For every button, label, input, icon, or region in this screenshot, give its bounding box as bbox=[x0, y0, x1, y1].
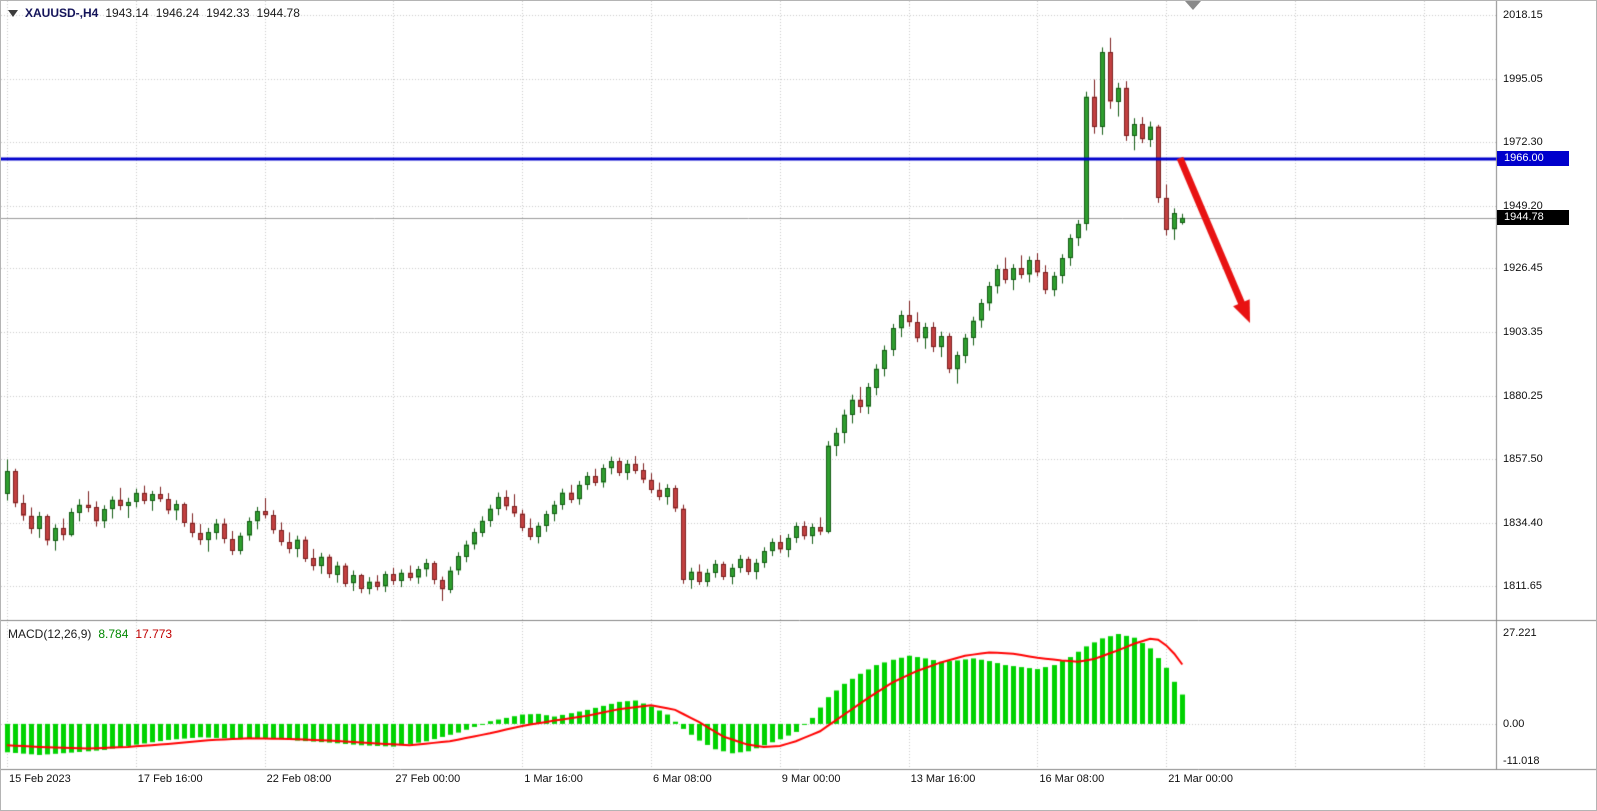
price-tick-label: 2018.15 bbox=[1503, 8, 1543, 21]
high-value: 1946.24 bbox=[155, 6, 200, 20]
time-tick-label: 9 Mar 00:00 bbox=[781, 773, 841, 785]
macd-tick-label: -11.018 bbox=[1503, 754, 1540, 767]
price-tick-label: 1811.65 bbox=[1503, 579, 1542, 592]
macd-main-value: 8.784 bbox=[98, 627, 129, 641]
chart-shift-marker-icon bbox=[1185, 1, 1201, 10]
time-tick-label: 21 Mar 00:00 bbox=[1168, 773, 1234, 785]
time-tick-label: 15 Feb 2023 bbox=[9, 773, 71, 785]
time-tick-label: 27 Feb 00:00 bbox=[395, 773, 461, 785]
symbol-info: XAUUSD-,H4 1943.14 1946.24 1942.33 1944.… bbox=[8, 6, 300, 20]
price-tick-label: 1926.45 bbox=[1503, 262, 1543, 275]
time-tick-label: 1 Mar 16:00 bbox=[524, 773, 583, 785]
time-tick-label: 17 Feb 16:00 bbox=[137, 773, 203, 785]
macd-signal-value: 17.773 bbox=[135, 627, 173, 641]
macd-name-label: MACD(12,26,9) bbox=[8, 627, 92, 641]
price-tick-label: 1903.35 bbox=[1503, 326, 1543, 339]
horizontal-line-price-badge: 1966.00 bbox=[1497, 151, 1569, 167]
time-tick-label: 6 Mar 08:00 bbox=[653, 773, 712, 785]
current-price-badge: 1944.78 bbox=[1497, 209, 1569, 225]
price-tick-label: 1949.20 bbox=[1503, 199, 1543, 212]
time-tick-label: 13 Mar 16:00 bbox=[910, 773, 976, 785]
time-tick-label: 22 Feb 08:00 bbox=[266, 773, 332, 785]
macd-tick-label: 0.00 bbox=[1503, 717, 1525, 730]
symbol-timeframe-label: XAUUSD-,H4 bbox=[25, 6, 99, 20]
price-tick-label: 1880.25 bbox=[1503, 390, 1543, 403]
chart-dropdown-icon[interactable] bbox=[8, 9, 18, 17]
low-value: 1942.33 bbox=[206, 6, 250, 20]
macd-tick-label: 27.221 bbox=[1503, 626, 1537, 639]
time-tick-label: 16 Mar 08:00 bbox=[1039, 773, 1105, 785]
indicator-label: MACD(12,26,9) 8.784 17.773 bbox=[8, 627, 172, 641]
close-value: 1944.78 bbox=[256, 6, 300, 20]
price-tick-label: 1972.30 bbox=[1503, 135, 1543, 148]
price-tick-label: 1857.50 bbox=[1503, 453, 1543, 466]
open-value: 1943.14 bbox=[105, 6, 149, 20]
price-tick-label: 1834.40 bbox=[1503, 516, 1543, 529]
price-tick-label: 1995.05 bbox=[1503, 72, 1543, 85]
